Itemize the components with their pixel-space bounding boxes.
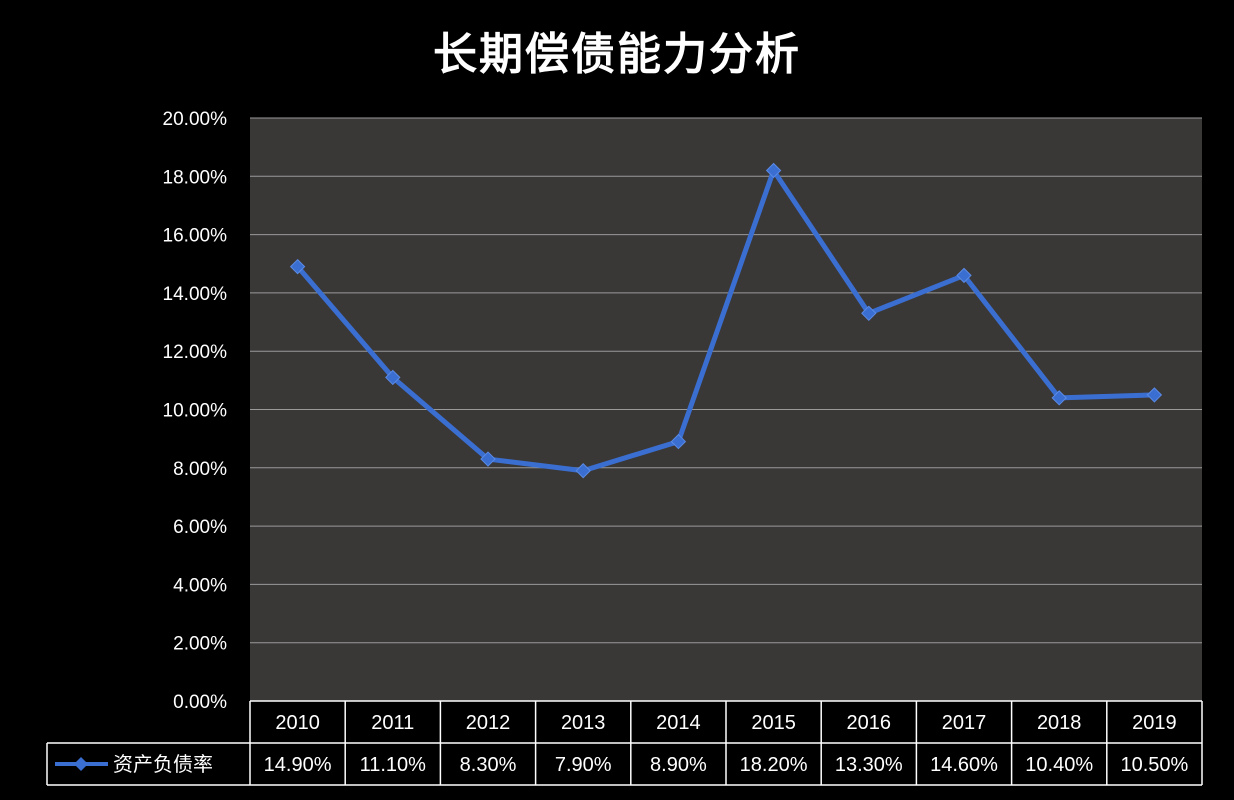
y-tick-label: 18.00% [163,167,228,188]
data-table-value: 13.30% [835,754,903,776]
y-tick-label: 14.00% [163,284,228,305]
y-tick-label: 12.00% [163,342,228,363]
y-tick-label: 8.00% [173,459,227,480]
data-table-value: 10.40% [1025,754,1093,776]
data-point [670,433,687,450]
y-tick-label: 4.00% [173,575,227,596]
x-tick-label: 2014 [656,712,701,734]
data-point [956,267,972,284]
data-table-value: 18.20% [740,754,808,776]
y-tick-label: 0.00% [173,692,227,713]
data-table-value: 14.60% [930,754,998,776]
x-tick-label: 2011 [371,712,414,734]
data-table-value: 14.90% [264,754,332,776]
data-point [765,162,782,179]
y-tick-label: 10.00% [163,401,228,422]
data-point [861,305,877,322]
data-table-value: 11.10% [360,754,427,776]
data-point [1146,387,1163,403]
data-table-grid [46,700,1203,786]
legend-marker-diamond-icon [74,757,88,771]
data-table-value: 10.50% [1120,754,1188,776]
data-point [385,369,401,386]
x-tick-label: 2010 [275,712,320,734]
data-table-value: 7.90% [555,754,612,776]
x-tick-label: 2019 [1132,712,1177,734]
y-tick-label: 20.00% [163,109,228,130]
y-tick-label: 6.00% [173,517,227,538]
y-tick-label: 2.00% [173,634,227,655]
y-tick-label: 16.00% [163,226,228,247]
data-point [289,258,306,275]
legend-label: 资产负债率 [113,752,213,776]
x-tick-label: 2013 [561,712,606,734]
data-table-value: 8.30% [460,754,517,776]
data-point [575,463,591,479]
x-tick-label: 2017 [942,712,987,734]
data-table-value: 8.90% [650,754,707,776]
x-tick-label: 2015 [751,712,796,734]
x-tick-label: 2012 [466,712,511,734]
data-point [1051,390,1067,406]
data-point [480,451,496,467]
chart-title: 长期偿债能力分析 [433,29,801,80]
series-line [295,167,1157,474]
x-tick-label: 2018 [1037,712,1082,734]
x-tick-label: 2016 [847,712,892,734]
